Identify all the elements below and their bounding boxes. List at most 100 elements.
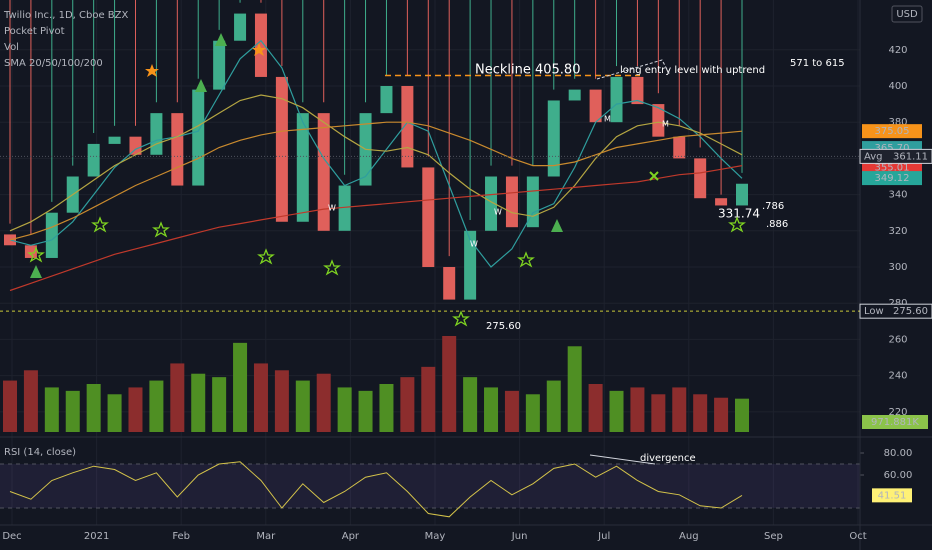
volume-bar: [504, 390, 519, 432]
rsi-tick-label: 80.00: [884, 448, 913, 459]
volume-bar: [253, 363, 268, 432]
candle-body: [380, 85, 393, 114]
y-tick-label: 320: [888, 226, 907, 237]
volume-bar: [484, 387, 499, 432]
indicator-label: RSI (14, close): [4, 447, 76, 458]
candle-body: [296, 113, 309, 222]
annotation-arrow: [596, 59, 671, 80]
avg-value: 361.11: [893, 151, 928, 162]
volume-bar: [525, 394, 540, 432]
y-tick-label: 220: [888, 407, 907, 418]
rsi-line: [9, 461, 743, 518]
currency-box[interactable]: [891, 5, 923, 23]
volume-bar: [567, 346, 582, 432]
volume-bar: [23, 370, 38, 432]
y-tick-label: 300: [888, 262, 907, 273]
volume-bar: [630, 387, 645, 432]
volume-bar: [714, 397, 729, 432]
volume-bar: [421, 366, 436, 432]
rsi-pane: [0, 452, 864, 518]
candle-body: [443, 267, 456, 300]
candle-body: [24, 245, 37, 258]
volume-bar: [358, 390, 373, 432]
candle-body: [610, 76, 623, 123]
pattern-label: W: [470, 240, 478, 249]
price-pane: [0, 0, 860, 312]
sma-line: [9, 165, 743, 292]
volume-bar: [546, 380, 561, 432]
pattern-label: M: [662, 120, 669, 129]
x-tick-label: Oct: [849, 531, 866, 542]
candle-body: [652, 104, 665, 137]
candle-body: [401, 85, 414, 168]
rsi-badge: [872, 488, 912, 503]
x-tick-label: May: [425, 531, 446, 542]
candle-body: [338, 185, 351, 231]
price-badge-label: 355.01: [875, 162, 910, 173]
volume-bar: [651, 394, 666, 432]
currency[interactable]: USD: [896, 9, 918, 20]
volume-bar: [735, 398, 749, 432]
y-tick-label: 260: [888, 334, 907, 345]
candle-body: [673, 136, 686, 159]
annotation: .786: [762, 201, 784, 212]
candle-body: [108, 136, 121, 144]
candle-body: [736, 183, 748, 206]
annotation: long entry level with uptrend: [620, 65, 765, 76]
candle-body: [275, 76, 288, 222]
y-tick-label: 340: [888, 190, 907, 201]
candle-body: [87, 143, 100, 177]
indicator-label: Vol: [4, 42, 19, 53]
price-badge: [862, 171, 922, 186]
rsi-band: [0, 463, 860, 509]
candle-body: [485, 176, 498, 231]
x-tick-label: Jul: [597, 531, 610, 542]
volume-bar: [379, 384, 394, 432]
candle-body: [589, 89, 602, 123]
volume-bar: [337, 387, 352, 432]
volume-bar: [274, 370, 289, 432]
candle-body: [234, 13, 247, 41]
candle-body: [715, 198, 728, 206]
volume-bar: [400, 377, 415, 432]
volume-bar: [107, 394, 122, 432]
candle-body: [464, 230, 477, 300]
y-tick-label: 400: [888, 81, 907, 92]
cross-marker: [649, 171, 659, 181]
candle-body: [547, 100, 560, 177]
candle-body: [254, 13, 267, 77]
volume-bar: [212, 377, 227, 432]
x-tick-label: Feb: [172, 531, 190, 542]
candle-body: [317, 113, 330, 231]
volume-bar: [316, 373, 331, 432]
annotation: .886: [766, 219, 788, 230]
avg-label: Avg: [864, 151, 883, 162]
volume-bar: [149, 380, 164, 432]
rsi-badge-label: 41.51: [878, 490, 907, 501]
candle-body: [213, 40, 226, 90]
price-badge: [862, 124, 922, 139]
candle-body: [505, 176, 518, 228]
annotation: divergence: [640, 453, 696, 464]
trend-markers: [30, 33, 563, 278]
price-badge: [862, 160, 922, 175]
x-tick-label: Jun: [511, 531, 528, 542]
low-label: Low: [864, 306, 884, 317]
candle-body: [45, 212, 58, 258]
low-badge: [859, 303, 932, 319]
candle-body: [631, 76, 644, 105]
x-tick-label: Mar: [256, 531, 276, 542]
volume-bar: [170, 363, 185, 432]
sma-line: [9, 39, 743, 268]
candle-body: [150, 113, 163, 155]
volume-bar: [463, 377, 478, 432]
x-tick-label: 2021: [84, 531, 109, 542]
avg-badge: [859, 148, 932, 164]
volume-bar: [44, 387, 59, 432]
y-tick-label: 420: [888, 45, 907, 56]
volume-bar: [295, 380, 310, 432]
candle-body: [422, 167, 435, 268]
annotation: Neckline 405.80: [475, 63, 580, 78]
candle-body: [694, 158, 707, 199]
annotation: 275.60: [486, 321, 521, 332]
